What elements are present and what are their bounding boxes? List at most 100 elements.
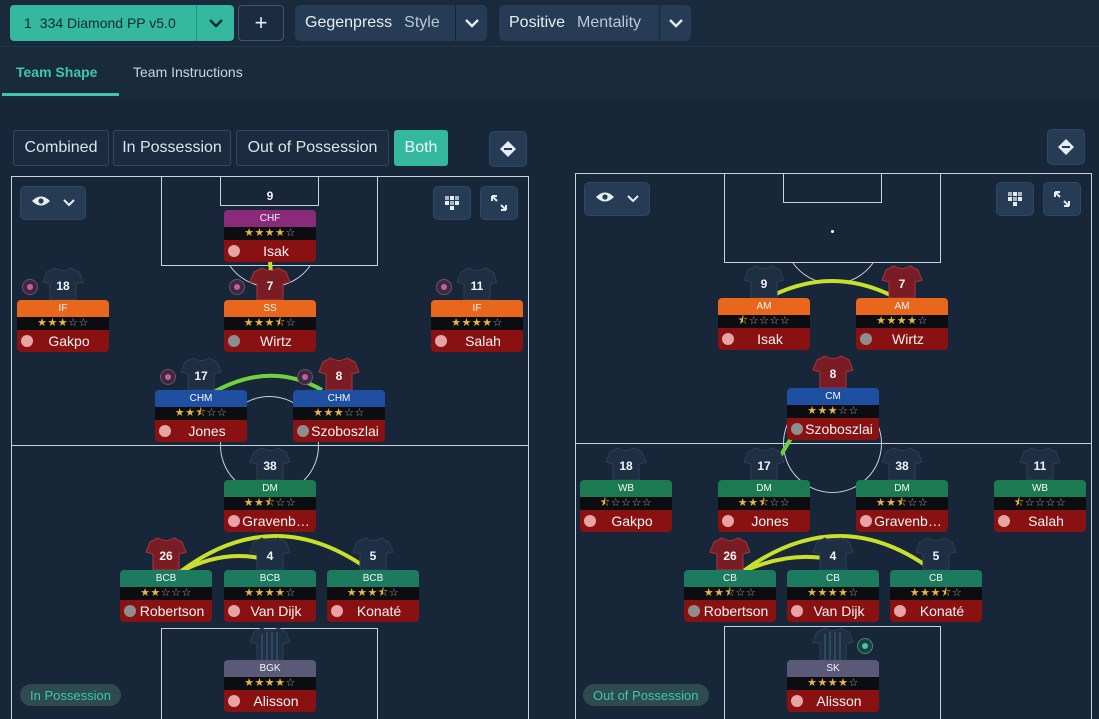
visibility-toggle[interactable] <box>20 186 86 220</box>
role-card[interactable]: CHF ★★★★☆ Isak <box>224 210 316 262</box>
role-card[interactable]: SK ★★★★☆ Alisson <box>787 660 879 712</box>
role-card[interactable]: CB ★★⯪☆☆ Robertson <box>684 570 776 622</box>
player-name-text: Salah <box>465 333 501 349</box>
player-instruction-icon[interactable] <box>22 279 38 295</box>
visibility-toggle[interactable] <box>584 182 650 216</box>
role-card[interactable]: BCB ★★☆☆☆ Robertson <box>120 570 212 622</box>
grid-icon[interactable] <box>433 186 471 220</box>
person-icon <box>124 605 136 617</box>
role-card[interactable]: CB ★★★⯪☆ Konaté <box>890 570 982 622</box>
player-instruction-icon[interactable] <box>229 279 245 295</box>
tab-team-instructions[interactable]: Team Instructions <box>133 64 243 80</box>
role-label: CB <box>787 570 879 587</box>
role-card[interactable]: BCB ★★★★☆ Van Dijk <box>224 570 316 622</box>
shirt-number: 17 <box>194 369 208 383</box>
role-rating-stars: ★★★★☆ <box>431 317 523 330</box>
person-icon <box>791 695 803 707</box>
player-name: Salah <box>431 330 523 352</box>
person-icon <box>435 335 447 347</box>
role-rating-stars: ★★☆☆☆ <box>120 587 212 600</box>
style-selector[interactable]: Gegenpress Style <box>295 5 487 41</box>
grid-icon[interactable] <box>996 182 1034 216</box>
shirt-number: 4 <box>266 549 274 563</box>
tab-team-shape[interactable]: Team Shape <box>16 64 98 80</box>
role-card[interactable]: SS ★★★⯪☆ Wirtz <box>224 300 316 352</box>
swap-icon[interactable] <box>489 131 527 167</box>
player-instruction-icon[interactable] <box>297 369 313 385</box>
shirt-number: 38 <box>263 459 277 473</box>
penalty-box <box>724 173 941 263</box>
role-label: WB <box>580 480 672 497</box>
role-rating-stars: ★★★★☆ <box>224 227 316 240</box>
role-card[interactable]: CB ★★★★☆ Van Dijk <box>787 570 879 622</box>
person-icon <box>297 425 309 437</box>
swap-icon[interactable] <box>1047 129 1085 165</box>
mentality-selector[interactable]: Positive Mentality <box>499 5 691 41</box>
role-card[interactable]: DM ★★⯪☆☆ Gravenb… <box>856 480 948 532</box>
role-card[interactable]: WB ⯪☆☆☆☆ Salah <box>994 480 1086 532</box>
person-icon <box>159 425 171 437</box>
role-card[interactable]: WB ⯪☆☆☆☆ Gakpo <box>580 480 672 532</box>
role-card[interactable]: CM ★★★☆☆ Szoboszlai <box>787 388 879 440</box>
mentality-key: Mentality <box>577 14 642 31</box>
expand-icon[interactable] <box>1043 182 1081 216</box>
active-tab-indicator <box>2 93 119 96</box>
role-label: CB <box>890 570 982 587</box>
player-name-text: Szoboszlai <box>311 423 379 439</box>
player-name-text: Gravenb… <box>874 513 942 529</box>
role-card[interactable]: AM ⯪☆☆☆☆ Isak <box>718 298 810 350</box>
shirt-number: 5 <box>369 549 377 563</box>
penalty-box <box>724 626 941 719</box>
add-tactic-button[interactable]: + <box>238 5 284 41</box>
role-rating-stars: ★★⯪☆☆ <box>856 497 948 510</box>
tactic-selector[interactable]: 1 334 Diamond PP v5.0 <box>10 5 234 41</box>
view-in-possession-button[interactable]: In Possession <box>113 130 231 166</box>
role-rating-stars: ⯪☆☆☆☆ <box>580 497 672 510</box>
chevron-down-icon[interactable] <box>196 5 234 41</box>
player-instruction-icon[interactable] <box>857 638 873 654</box>
player-name-text: Gakpo <box>611 513 653 529</box>
player-name-text: Konaté <box>919 603 965 619</box>
player-name-text: Gakpo <box>48 333 90 349</box>
left-pitch <box>11 176 529 719</box>
chevron-down-icon[interactable] <box>659 5 691 41</box>
view-combined-button[interactable]: Combined <box>13 130 109 166</box>
player-name: Isak <box>718 328 810 350</box>
player-name: Van Dijk <box>224 600 316 622</box>
view-both-button[interactable]: Both <box>394 130 448 166</box>
eye-icon <box>31 194 51 212</box>
person-icon <box>894 605 906 617</box>
penalty-arc <box>792 262 874 283</box>
role-rating-stars: ⯪☆☆☆☆ <box>994 497 1086 510</box>
role-card[interactable]: IF ★★★☆☆ Gakpo <box>17 300 109 352</box>
role-card[interactable]: AM ★★★★☆ Wirtz <box>856 298 948 350</box>
role-card[interactable]: DM ★★⯪☆☆ Gravenb… <box>224 480 316 532</box>
shirt-number: 26 <box>723 549 737 563</box>
player-name: Gakpo <box>17 330 109 352</box>
view-out-of-possession-button[interactable]: Out of Possession <box>236 130 389 166</box>
role-card[interactable]: BCB ★★★⯪☆ Konaté <box>327 570 419 622</box>
role-card[interactable]: DM ★★⯪☆☆ Jones <box>718 480 810 532</box>
role-label: BGK <box>224 660 316 677</box>
player-name-text: Wirtz <box>892 331 924 347</box>
role-rating-stars: ★★★☆☆ <box>17 317 109 330</box>
player-name: Szoboszlai <box>293 420 385 442</box>
role-card[interactable]: CHM ★★★☆☆ Szoboszlai <box>293 390 385 442</box>
right-pitch <box>575 173 1092 719</box>
role-card[interactable]: BGK ★★★★☆ Alisson <box>224 660 316 712</box>
person-icon <box>21 335 33 347</box>
player-instruction-icon[interactable] <box>436 279 452 295</box>
shirt-number: 26 <box>159 549 173 563</box>
chevron-down-icon[interactable] <box>455 5 487 41</box>
player-instruction-icon[interactable] <box>160 369 176 385</box>
expand-icon[interactable] <box>480 186 518 220</box>
player-name: Konaté <box>890 600 982 622</box>
role-card[interactable]: IF ★★★★☆ Salah <box>431 300 523 352</box>
shirt-number: 17 <box>757 459 771 473</box>
person-icon <box>331 605 343 617</box>
person-icon <box>791 605 803 617</box>
role-label: IF <box>431 300 523 317</box>
role-card[interactable]: CHM ★★⯪☆☆ Jones <box>155 390 247 442</box>
player-name-text: Konaté <box>356 603 402 619</box>
tactic-number: 1 <box>24 15 32 31</box>
